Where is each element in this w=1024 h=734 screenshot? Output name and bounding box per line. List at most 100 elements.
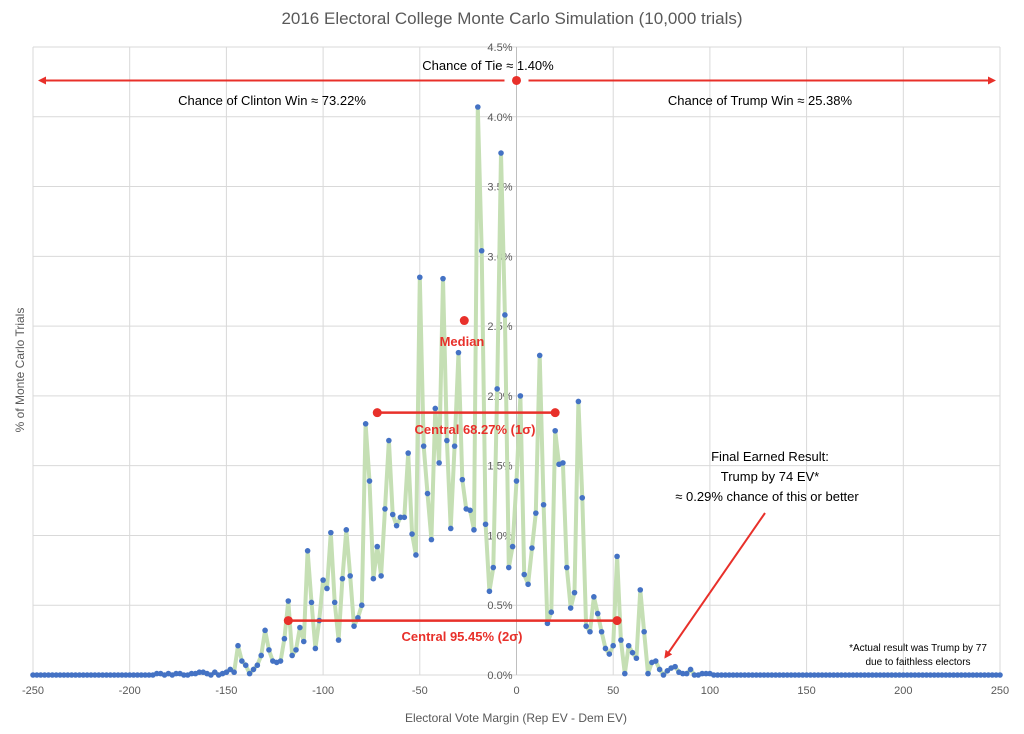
data-point	[598, 628, 605, 635]
data-point	[84, 672, 90, 678]
data-point	[370, 575, 377, 582]
data-point	[65, 672, 71, 678]
data-point	[188, 670, 195, 677]
data-point	[943, 672, 949, 678]
data-point	[966, 672, 972, 678]
data-point	[734, 672, 740, 678]
data-point	[877, 672, 883, 678]
data-point	[544, 620, 551, 627]
clinton-win-label: Chance of Clinton Win ≈ 73.22%	[178, 93, 366, 108]
final-result-line-2: Trump by 74 EV*	[721, 469, 820, 484]
data-point	[699, 670, 705, 677]
data-point	[652, 658, 659, 664]
data-point	[61, 672, 67, 678]
data-point	[30, 672, 36, 678]
x-tick-label: 250	[991, 685, 1009, 697]
data-point	[939, 672, 945, 678]
sigma2-label: Central 95.45% (2σ)	[402, 629, 523, 644]
data-point	[718, 672, 725, 678]
data-point	[803, 672, 810, 678]
data-point	[378, 573, 384, 579]
data-point	[393, 522, 400, 529]
data-point	[741, 672, 748, 678]
data-point	[242, 662, 249, 669]
data-point	[618, 637, 624, 643]
data-point	[703, 670, 709, 677]
x-tick-label: -150	[215, 685, 237, 697]
data-point	[881, 672, 887, 678]
data-point	[262, 627, 268, 634]
data-point	[420, 443, 427, 449]
data-point	[788, 672, 794, 678]
data-point	[386, 437, 392, 444]
data-point	[459, 476, 466, 483]
data-point	[815, 672, 822, 678]
data-point	[505, 564, 512, 571]
data-point	[591, 594, 597, 600]
data-point	[637, 587, 644, 593]
x-tick-label: 0	[513, 685, 519, 697]
data-point	[181, 672, 187, 678]
data-point	[258, 652, 265, 659]
data-point	[579, 494, 586, 501]
data-point	[142, 672, 148, 678]
data-point	[451, 443, 458, 449]
data-point	[819, 672, 825, 678]
data-point	[536, 352, 543, 359]
data-point	[246, 670, 253, 677]
data-point	[629, 649, 636, 656]
data-point	[389, 511, 396, 518]
data-point	[126, 672, 133, 678]
data-point	[745, 672, 752, 678]
data-point	[285, 598, 292, 604]
data-point	[335, 637, 342, 643]
data-point	[656, 666, 663, 673]
data-point	[173, 670, 179, 677]
y-tick-label: 4.5%	[487, 42, 512, 54]
data-point	[714, 672, 721, 678]
data-point	[842, 672, 849, 678]
data-point	[896, 672, 903, 678]
data-point	[405, 450, 411, 456]
data-point	[583, 623, 589, 629]
data-point	[482, 521, 489, 528]
data-point	[985, 672, 992, 678]
data-point	[513, 478, 520, 484]
sigma1-right-marker	[550, 408, 560, 418]
data-point	[41, 672, 48, 678]
annotations: Chance of Tie ≈ 1.40% Chance of Clinton …	[38, 58, 996, 668]
x-tick-label: 100	[701, 685, 719, 697]
data-point	[973, 672, 980, 678]
data-point	[846, 672, 852, 678]
data-point	[312, 645, 319, 652]
data-point	[68, 672, 75, 678]
data-point	[575, 398, 582, 405]
data-point	[625, 642, 632, 649]
x-axis-ticks: -250 -200 -150 -100 -50 0 50 100 150 200 250	[22, 685, 1009, 697]
data-point	[490, 564, 497, 571]
data-point	[250, 666, 257, 673]
x-tick-label: -250	[22, 685, 44, 697]
data-point	[997, 672, 1003, 678]
sigma1-left-marker	[372, 408, 382, 418]
data-point	[730, 672, 736, 678]
data-point	[796, 672, 802, 678]
data-point	[869, 672, 876, 678]
data-point	[772, 672, 779, 678]
data-point	[757, 672, 763, 678]
data-point	[328, 529, 334, 536]
data-point	[552, 427, 558, 434]
data-point	[645, 670, 651, 677]
data-point	[382, 506, 388, 512]
data-point	[223, 669, 230, 676]
data-point	[57, 672, 63, 678]
data-point	[478, 247, 485, 254]
data-point	[738, 672, 744, 678]
y-tick-label: 4.0%	[487, 112, 512, 124]
data-point	[239, 658, 245, 664]
data-point	[351, 623, 357, 629]
data-point	[444, 437, 450, 444]
data-point	[358, 602, 365, 609]
data-point	[892, 672, 899, 678]
